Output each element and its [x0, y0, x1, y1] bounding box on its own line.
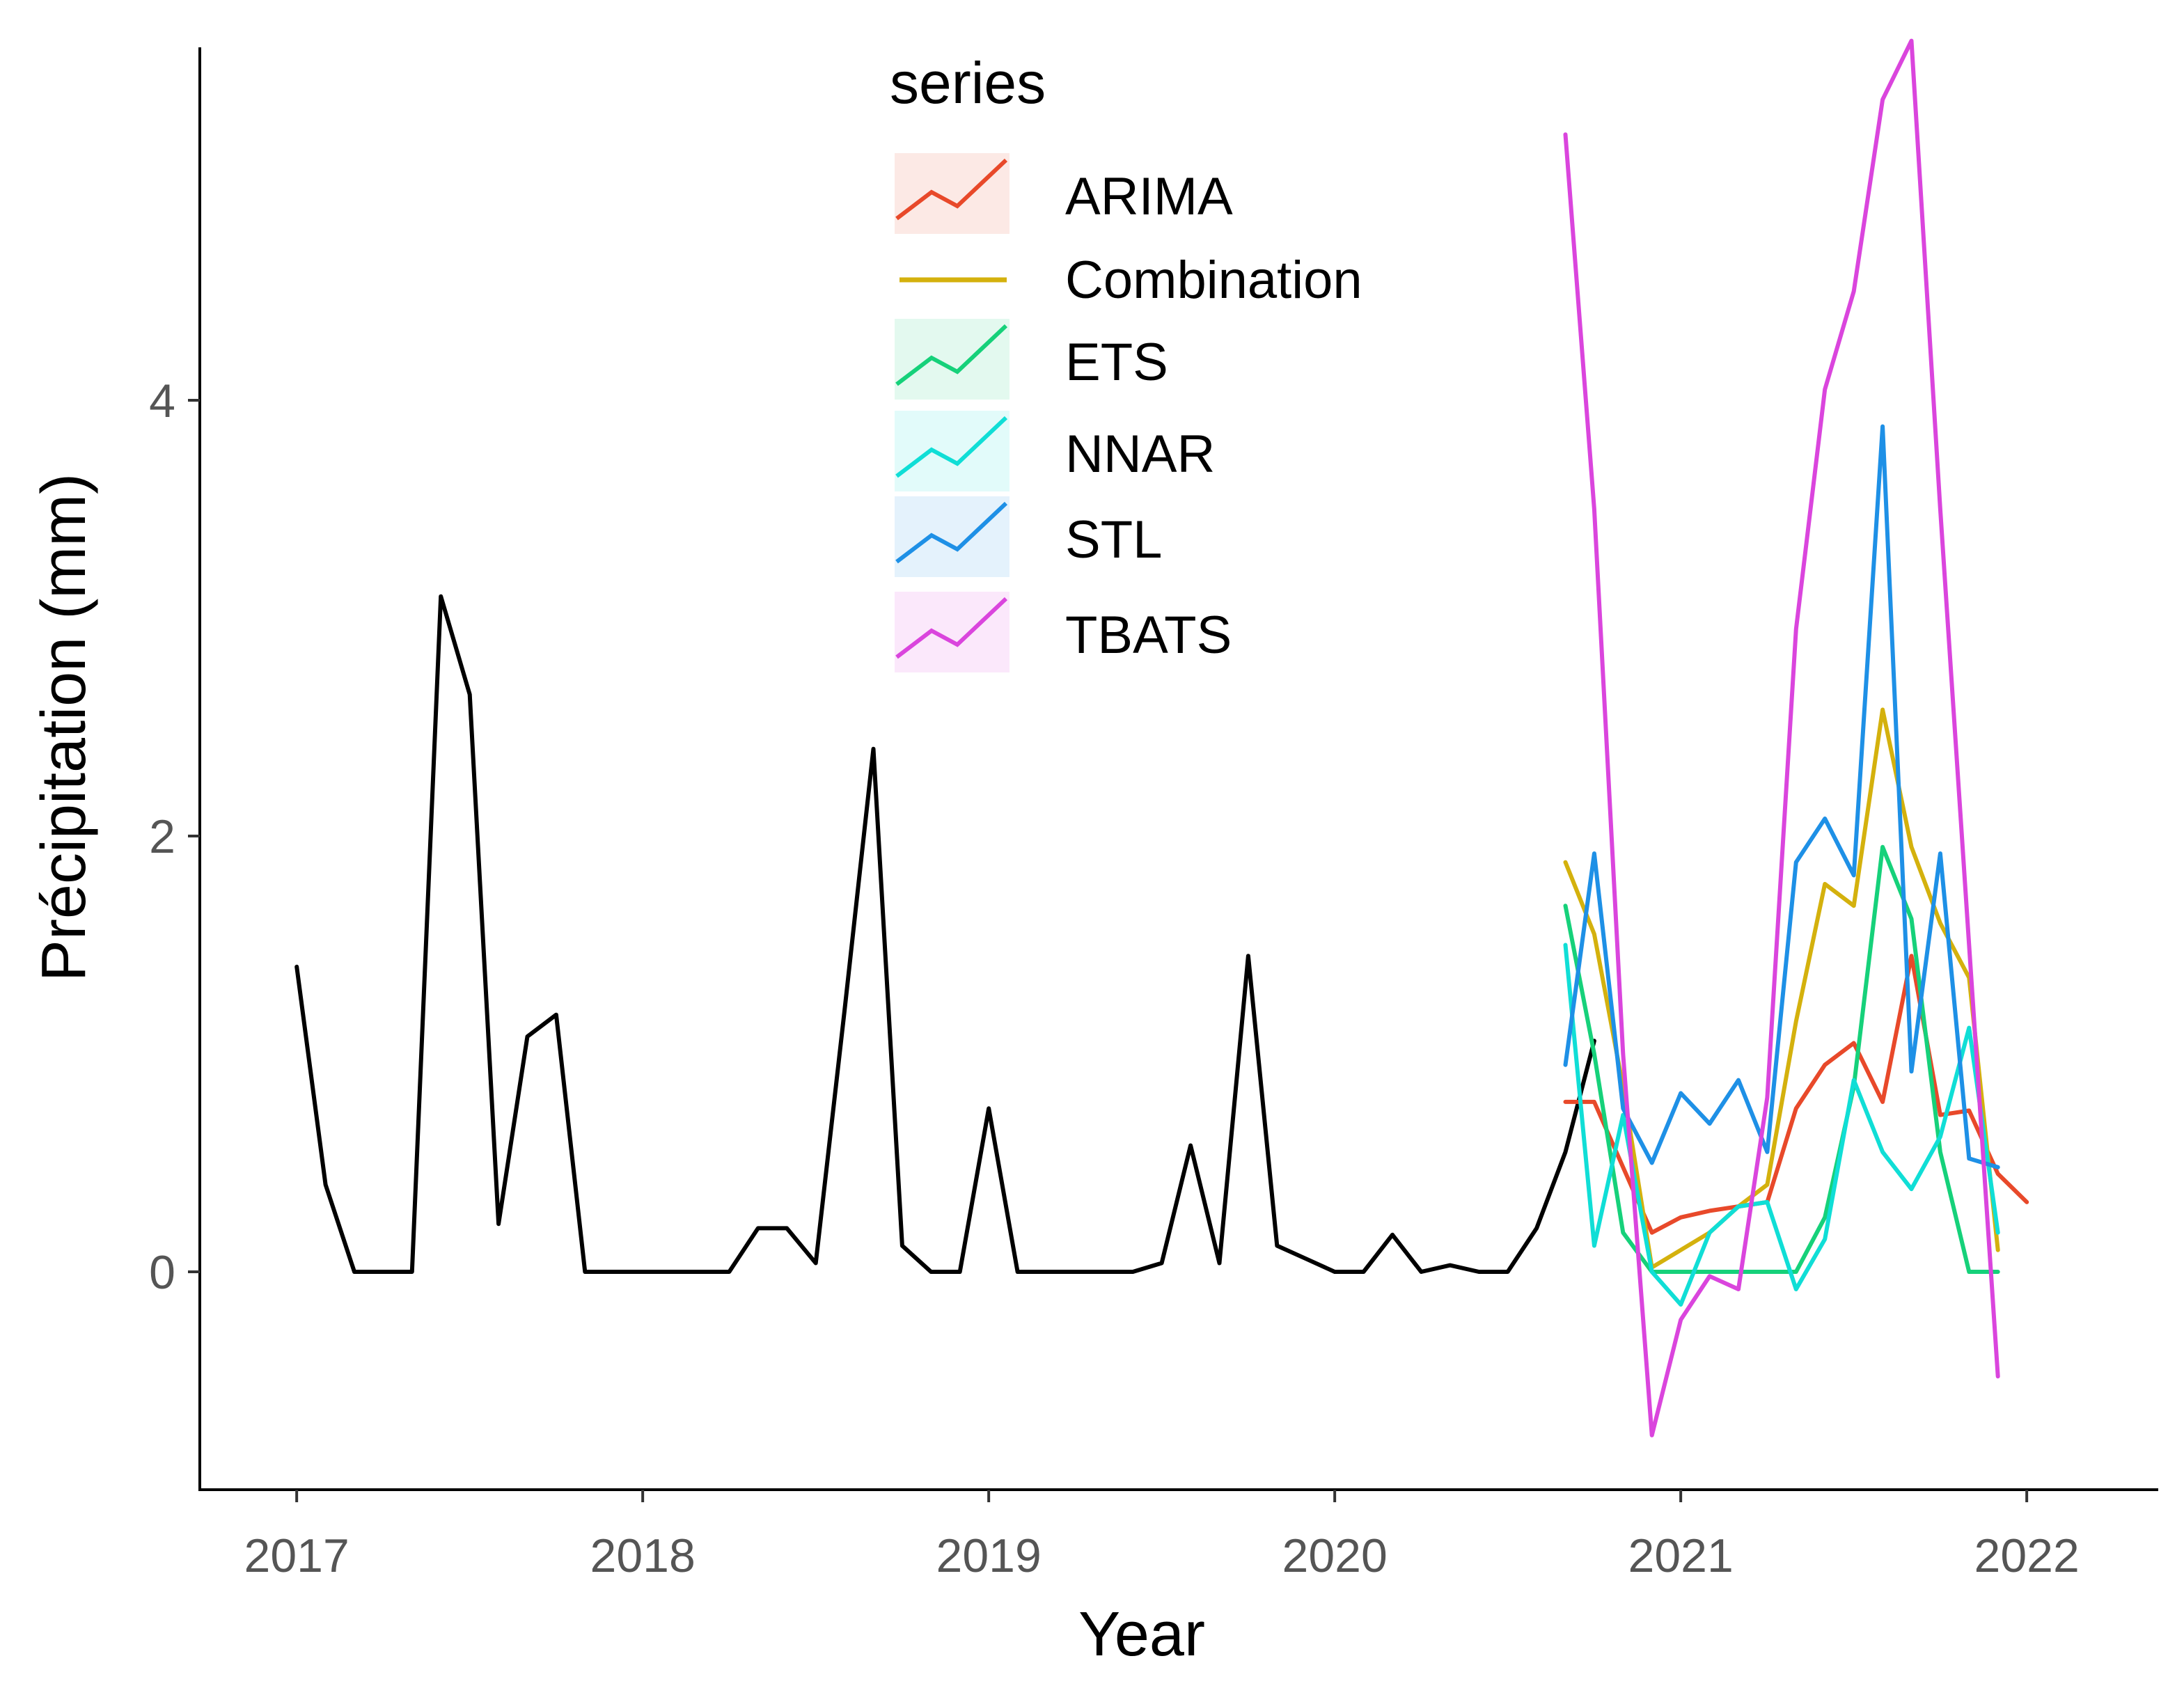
legend-label: Combination [1065, 251, 1362, 310]
y-tick-label: 0 [149, 1246, 175, 1299]
legend-item-combination: Combination [899, 251, 1362, 310]
series-line-stl [1563, 424, 2000, 1169]
axes [198, 47, 2158, 1491]
series-line-tbats [1563, 38, 2000, 1437]
legend-label: NNAR [1065, 425, 1215, 484]
x-tick-label: 2021 [1628, 1529, 1734, 1582]
series-line-nnar [1563, 943, 2000, 1307]
x-tick-label: 2017 [244, 1529, 349, 1582]
y-axis-title: Précipitation (mm) [29, 473, 99, 982]
legend-label: TBATS [1065, 606, 1232, 665]
legend-key-line [895, 597, 1008, 659]
x-axis-title: Year [1078, 1600, 1205, 1669]
series-line-observed [294, 594, 1596, 1274]
legend-key-background [895, 153, 1009, 234]
legend-key-background [895, 319, 1009, 400]
legend-key-line [895, 158, 1008, 221]
legend-item-nnar: NNAR [895, 411, 1215, 491]
legend-label: ARIMA [1065, 167, 1233, 226]
legend-entries: ARIMA Combination ETS NNAR STL TBATS [895, 153, 1362, 672]
legend-title: series [890, 50, 1046, 116]
legend-item-tbats: TBATS [895, 592, 1232, 672]
legend-key-line [895, 501, 1008, 564]
legend-label: ETS [1065, 333, 1168, 392]
y-ticks: 0 2 4 [149, 375, 200, 1299]
legend-label: STL [1065, 510, 1162, 569]
y-tick-label: 2 [149, 810, 175, 863]
legend-key-line [895, 324, 1008, 386]
legend-item-stl: STL [895, 496, 1162, 577]
series-line-combination [1563, 707, 2000, 1270]
x-ticks: 2017 2018 2019 2020 2021 2022 [244, 1490, 2080, 1582]
legend-key-background [895, 411, 1009, 491]
legend: series ARIMA Combination ETS NNAR STL TBATS [890, 50, 1362, 672]
legend-key-background [895, 592, 1009, 672]
x-tick-label: 2022 [1974, 1529, 2080, 1582]
series-lines [294, 38, 2029, 1437]
x-tick-label: 2019 [936, 1529, 1042, 1582]
legend-key-line [895, 416, 1008, 478]
x-tick-label: 2018 [590, 1529, 696, 1582]
y-tick-label: 4 [149, 375, 175, 427]
legend-item-arima: ARIMA [895, 153, 1233, 234]
legend-item-ets: ETS [895, 319, 1168, 400]
x-tick-label: 2020 [1282, 1529, 1388, 1582]
legend-key-background [895, 496, 1009, 577]
